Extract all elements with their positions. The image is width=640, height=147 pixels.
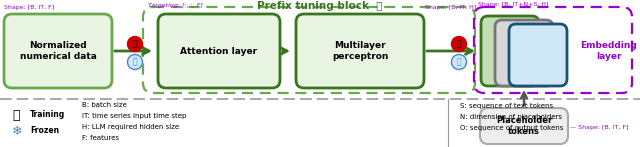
Text: IT: time series input time step: IT: time series input time step (82, 113, 186, 119)
Text: — Shape: [B, IT, F]: — Shape: [B, IT, F] (570, 126, 628, 131)
Text: N: dimension of placeholders: N: dimension of placeholders (460, 114, 562, 120)
FancyBboxPatch shape (296, 14, 424, 88)
Text: Shape: [B, IT, H]: Shape: [B, IT, H] (425, 5, 476, 10)
Text: H: LLM required hidden size: H: LLM required hidden size (82, 124, 179, 130)
Text: Shape: [B, IT+N+S, H]: Shape: [B, IT+N+S, H] (478, 2, 548, 7)
Text: Embedding
layer: Embedding layer (580, 41, 637, 61)
Text: Prefix tuning block  🔥: Prefix tuning block 🔥 (257, 1, 383, 11)
Text: B: batch size: B: batch size (82, 102, 127, 108)
Text: Training: Training (30, 110, 65, 119)
FancyBboxPatch shape (158, 14, 280, 88)
Text: Attention layer: Attention layer (180, 46, 257, 56)
Text: ❄: ❄ (12, 125, 22, 138)
Text: Normalized
numerical data: Normalized numerical data (20, 41, 97, 61)
FancyBboxPatch shape (480, 108, 568, 144)
Circle shape (451, 55, 467, 70)
Text: 🔒: 🔒 (132, 40, 138, 49)
Text: 🔒: 🔒 (457, 40, 461, 49)
Text: 🔥: 🔥 (12, 109, 19, 122)
Circle shape (127, 55, 143, 70)
Text: F: features: F: features (82, 135, 119, 141)
FancyBboxPatch shape (4, 14, 112, 88)
Text: O: sequence of output tokens: O: sequence of output tokens (460, 125, 563, 131)
Text: Targeting: [:, :, F]: Targeting: [:, :, F] (148, 3, 203, 8)
Text: Shape: [B, IT, F]: Shape: [B, IT, F] (4, 5, 54, 10)
FancyBboxPatch shape (481, 16, 539, 86)
Circle shape (127, 36, 143, 51)
Text: Multilayer
perceptron: Multilayer perceptron (332, 41, 388, 61)
Text: S: sequence of text tokens: S: sequence of text tokens (460, 103, 553, 109)
Text: Frozen: Frozen (30, 126, 59, 135)
Text: 🔒: 🔒 (132, 57, 138, 66)
Circle shape (451, 36, 467, 51)
Text: 🔒: 🔒 (457, 57, 461, 66)
FancyBboxPatch shape (509, 24, 567, 86)
FancyBboxPatch shape (495, 20, 553, 86)
Text: Placeholder
tokens: Placeholder tokens (496, 116, 552, 136)
